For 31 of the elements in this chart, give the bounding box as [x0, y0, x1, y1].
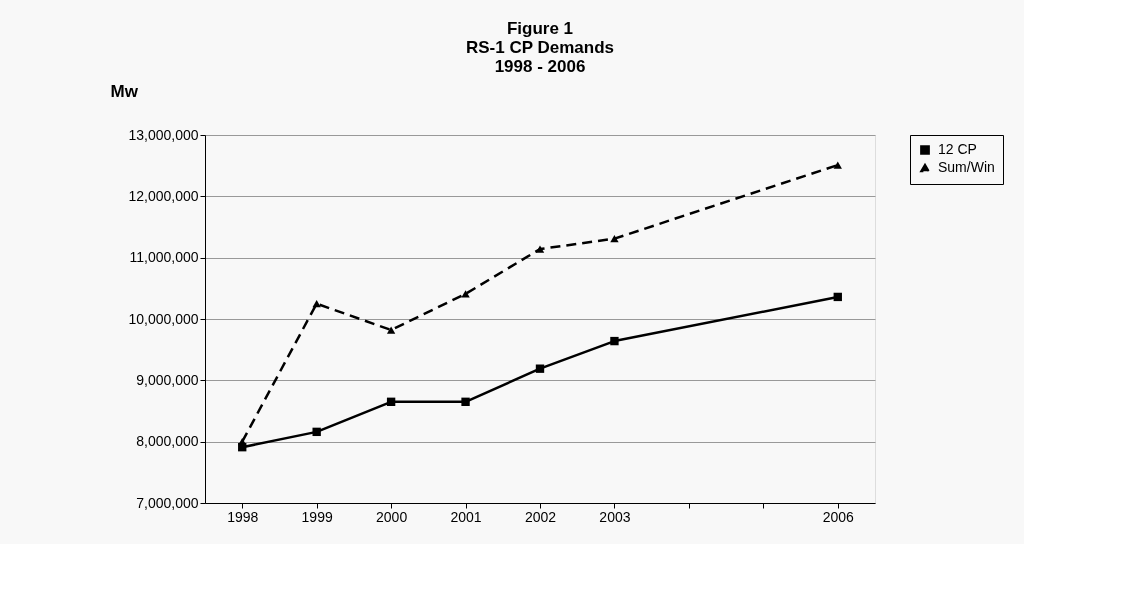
point [312, 300, 321, 308]
y-tick-label: 8,000,000 [136, 433, 199, 450]
x-tick-label: 2001 [450, 508, 482, 525]
point [833, 292, 842, 302]
legend-label: Sum/Win [938, 159, 995, 175]
point [535, 364, 545, 373]
y-axis-title: Mw [110, 81, 139, 101]
point [461, 290, 470, 298]
chart-title: Figure 1 RS-1 CP Demands 1998 - 2006 [465, 19, 615, 76]
point [535, 245, 545, 253]
y-tick-label: 9,000,000 [136, 371, 199, 388]
x-tick-label: 1998 [227, 508, 259, 525]
y-tick-label: 10,000,000 [128, 310, 199, 327]
y-tick-label: 11,000,000 [129, 249, 199, 266]
legend-label: 12 CP [938, 141, 977, 157]
x-tick-label: 1999 [301, 508, 333, 525]
y-tick-label: 13,000,000 [128, 126, 199, 143]
point [312, 427, 321, 437]
x-tick-label: 2000 [376, 508, 408, 525]
y-tick-label: 7,000,000 [136, 494, 199, 511]
point [461, 397, 470, 406]
x-tick-label: 2006 [822, 508, 855, 525]
x-tick-label: 2003 [599, 508, 631, 525]
point [386, 397, 396, 406]
point [386, 326, 396, 334]
point [610, 336, 619, 346]
point [833, 161, 842, 169]
point [238, 438, 247, 446]
x-tick-label: 2002 [524, 508, 557, 525]
point [610, 235, 619, 243]
y-tick-label: 12,000,000 [128, 187, 199, 204]
